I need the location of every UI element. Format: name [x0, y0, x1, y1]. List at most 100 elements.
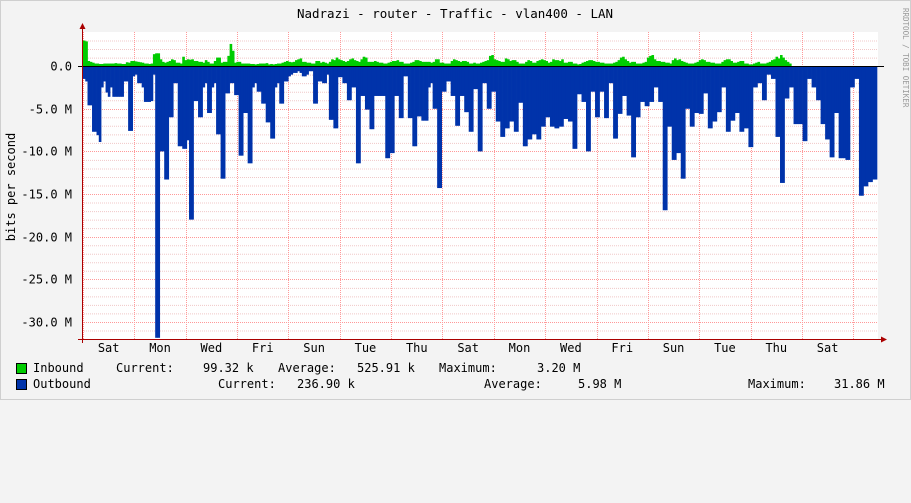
outbound-bar	[461, 66, 465, 96]
inbound-bar	[477, 63, 481, 67]
inbound-bar	[193, 60, 197, 67]
outbound-bar	[698, 66, 702, 114]
outbound-bar	[383, 66, 386, 96]
inbound-bar	[150, 63, 154, 67]
inbound-bar	[380, 62, 384, 67]
outbound-bar	[825, 66, 828, 140]
outbound-bar	[561, 66, 564, 127]
outbound-bar	[448, 66, 452, 82]
outbound-bar	[173, 66, 176, 84]
outbound-bar	[313, 66, 316, 104]
outbound-bar	[646, 66, 650, 107]
inbound-bar	[373, 60, 377, 67]
inbound-bar	[401, 61, 404, 67]
inbound-bar	[392, 60, 395, 67]
outbound-bar	[265, 66, 269, 123]
inbound-bar	[164, 62, 167, 67]
outbound-bar	[258, 66, 262, 92]
inbound-bar	[579, 63, 582, 67]
inbound-bar	[770, 60, 774, 67]
outbound-bar	[838, 66, 842, 159]
outbound-bar	[161, 66, 165, 152]
outbound-bar	[211, 66, 215, 88]
inbound-bar	[204, 60, 208, 67]
outbound-bar	[443, 66, 447, 92]
inbound-bar	[649, 55, 652, 67]
outbound-bar	[822, 66, 826, 125]
inbound-bar	[777, 58, 781, 67]
inbound-bar	[83, 40, 86, 67]
outbound-bar	[576, 66, 580, 95]
inbound-bar	[500, 61, 503, 67]
inbound-bar	[107, 63, 111, 67]
outbound-bar	[457, 66, 461, 126]
outbound-bar	[637, 66, 641, 118]
inbound-bar	[387, 62, 391, 67]
inbound-bar	[128, 62, 131, 67]
outbound-bar	[811, 66, 815, 88]
outbound-bar	[202, 66, 206, 88]
inbound-bar	[563, 62, 567, 67]
inbound-bar	[637, 63, 641, 67]
outbound-bar	[396, 66, 400, 96]
inbound-bar	[599, 62, 603, 67]
inbound-bar	[558, 60, 562, 67]
inbound-bar	[671, 60, 675, 67]
outbound-bar	[134, 66, 138, 75]
outbound-bar	[371, 66, 375, 130]
legend-inbound-maximum-label: Maximum:	[439, 361, 497, 375]
outbound-bar	[728, 66, 731, 132]
outbound-bar	[581, 66, 585, 102]
inbound-bar	[310, 63, 314, 67]
outbound-bar	[662, 66, 666, 211]
outbound-bar	[813, 66, 817, 88]
outbound-bar	[353, 66, 357, 88]
inbound-bar	[613, 62, 616, 67]
outbound-bar	[468, 66, 472, 132]
inbound-bar	[495, 60, 499, 67]
outbound-bar	[143, 66, 147, 102]
inbound-bar	[628, 62, 632, 67]
outbound-bar	[288, 66, 291, 77]
inbound-bar	[430, 62, 433, 67]
outbound-bar	[807, 66, 810, 79]
outbound-bar	[101, 66, 104, 88]
outbound-bar	[531, 66, 535, 135]
outbound-bar	[261, 66, 264, 104]
inbound-bar	[660, 61, 664, 67]
outbound-bar	[633, 66, 636, 158]
outbound-bar	[854, 66, 858, 79]
inbound-bar	[482, 61, 485, 67]
inbound-bar	[112, 63, 115, 67]
inbound-bar	[362, 56, 366, 67]
outbound-bar	[867, 66, 871, 183]
outbound-bar	[570, 66, 573, 122]
outbound-bar	[635, 66, 639, 118]
inbound-bar	[342, 60, 346, 67]
outbound-bar	[640, 66, 643, 102]
outbound-bar	[267, 66, 271, 123]
outbound-bar	[225, 66, 228, 94]
outbound-bar	[843, 66, 846, 159]
inbound-bar	[543, 60, 546, 67]
outbound-bar	[184, 66, 188, 149]
outbound-bar	[243, 66, 246, 114]
outbound-bar	[315, 66, 318, 104]
inbound-bar	[766, 62, 770, 67]
inbound-bar	[119, 63, 122, 67]
outbound-bar	[326, 66, 330, 75]
inbound-bar	[243, 63, 246, 67]
outbound-bar	[464, 66, 467, 113]
outbound-bar	[764, 66, 767, 101]
inbound-bar	[101, 63, 104, 67]
inbound-bar	[434, 59, 438, 67]
inbound-bar	[527, 60, 530, 67]
outbound-bar	[157, 66, 161, 338]
inbound-bar	[256, 63, 260, 67]
inbound-bar	[624, 59, 627, 67]
outbound-bar	[333, 66, 336, 129]
outbound-bar	[644, 66, 648, 107]
outbound-bar	[775, 66, 779, 137]
inbound-bar	[344, 61, 348, 67]
outbound-bar	[804, 66, 808, 142]
